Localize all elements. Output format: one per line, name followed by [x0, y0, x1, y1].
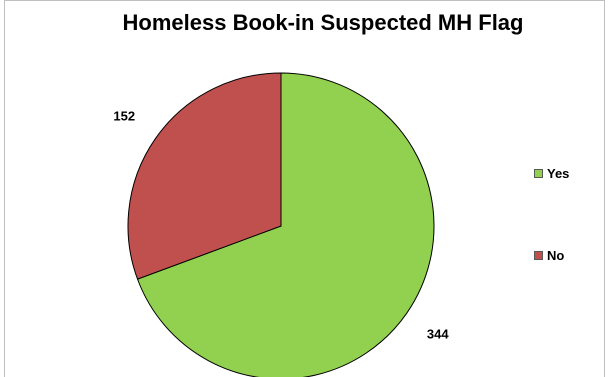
legend-item-no: No	[534, 247, 569, 263]
legend-label-no: No	[547, 247, 565, 263]
legend: Yes No	[534, 165, 569, 329]
pie-slice-yes	[136, 72, 435, 377]
legend-swatch-yes	[534, 168, 543, 178]
legend-item-yes: Yes	[534, 165, 569, 181]
legend-swatch-no	[534, 250, 543, 260]
data-label-yes: 344	[427, 327, 449, 342]
pie-slice-no	[127, 72, 282, 280]
chart-title: Homeless Book-in Suspected MH Flag	[122, 10, 524, 35]
legend-label-yes: Yes	[547, 165, 570, 181]
data-label-no: 152	[113, 108, 135, 123]
